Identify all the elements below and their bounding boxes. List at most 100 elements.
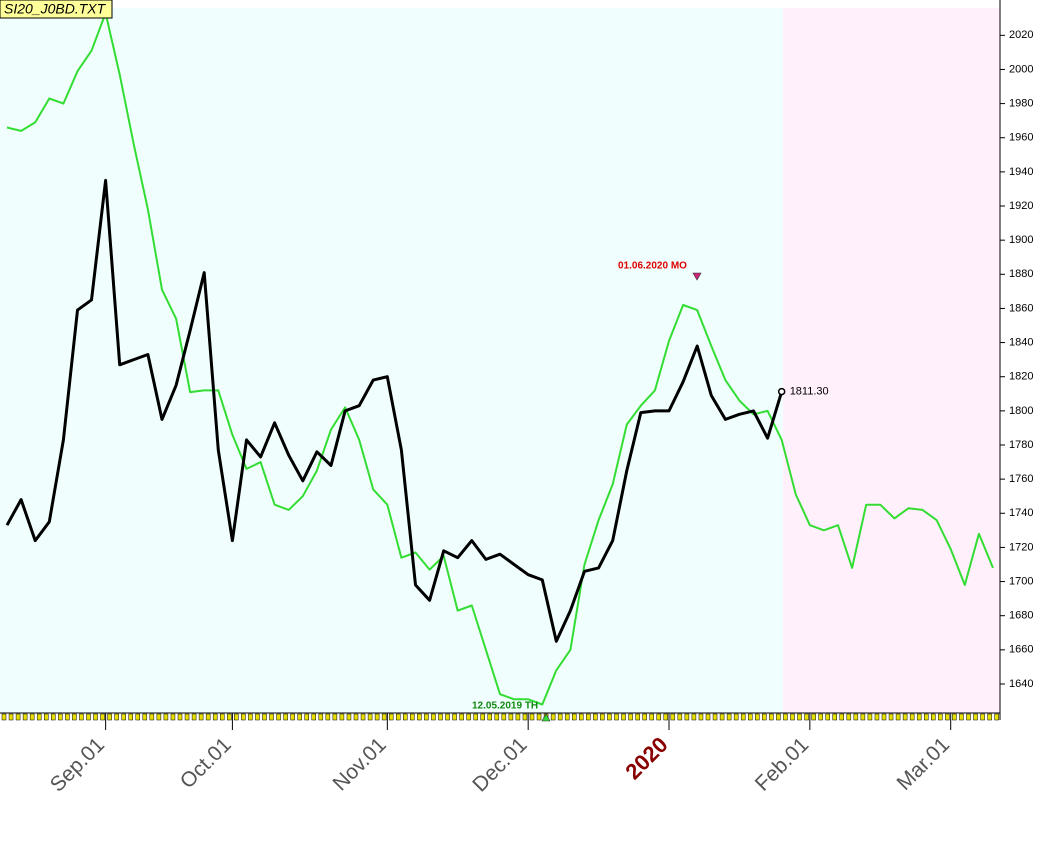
- day-tick: [888, 713, 894, 721]
- day-tick: [431, 713, 436, 721]
- x-tick-label: Oct.01: [176, 733, 236, 793]
- day-tick: [691, 713, 697, 721]
- day-tick: [487, 713, 493, 721]
- day-tick: [712, 713, 718, 721]
- day-tick: [628, 713, 633, 721]
- day-tick: [959, 713, 964, 721]
- day-tick: [234, 713, 239, 721]
- day-tick: [311, 713, 317, 721]
- day-tick: [15, 713, 21, 721]
- day-tick: [22, 713, 28, 721]
- y-tick-label: 1660: [1009, 644, 1033, 656]
- y-tick-label: 1820: [1009, 371, 1033, 383]
- day-tick: [705, 713, 711, 721]
- y-tick-label: 1880: [1009, 268, 1033, 280]
- day-tick: [65, 713, 70, 721]
- day-tick: [501, 713, 507, 721]
- day-tick: [860, 713, 866, 721]
- y-tick-label: 1920: [1009, 200, 1033, 212]
- day-tick: [607, 713, 612, 721]
- day-tick: [593, 713, 598, 721]
- day-tick: [417, 713, 422, 721]
- x-tick-label: 2020: [620, 732, 672, 784]
- day-tick: [403, 713, 408, 721]
- day-tick: [438, 713, 443, 721]
- day-tick: [395, 713, 401, 721]
- title-box: [0, 0, 113, 19]
- day-tick: [614, 713, 619, 721]
- y-tick-label: 1640: [1009, 678, 1033, 690]
- day-tick: [325, 713, 331, 721]
- day-tick: [902, 713, 908, 721]
- y-tick-label: 1840: [1009, 336, 1033, 348]
- x-tick-label: Dec.01: [468, 733, 531, 796]
- day-tick: [874, 713, 880, 721]
- day-tick: [51, 713, 56, 721]
- day-tick: [8, 713, 14, 721]
- day-tick: [923, 713, 929, 721]
- day-tick: [755, 713, 760, 721]
- day-tick: [952, 713, 957, 721]
- day-tick: [219, 713, 225, 721]
- annotation: 01.06.2020 MO: [618, 261, 687, 272]
- day-tick: [916, 713, 922, 721]
- series-line: [6, 12, 994, 706]
- day-tick: [227, 713, 232, 721]
- day-tick: [198, 713, 204, 721]
- day-tick: [846, 713, 852, 721]
- day-tick: [191, 713, 197, 721]
- day-tick: [367, 713, 373, 721]
- day-tick: [445, 713, 450, 721]
- day-tick: [853, 713, 859, 721]
- y-tick-label: 1740: [1009, 507, 1033, 519]
- day-tick: [121, 713, 126, 721]
- day-tick: [205, 713, 211, 721]
- day-tick: [318, 713, 324, 721]
- day-tick: [994, 713, 999, 721]
- last-point: [777, 387, 786, 396]
- y-tick-label: 1780: [1009, 439, 1033, 451]
- chart-title: SI20_J0BD.TXT: [4, 1, 107, 17]
- day-tick: [29, 713, 35, 721]
- day-tick: [276, 713, 281, 721]
- y-tick-label: 1800: [1009, 405, 1033, 417]
- day-tick: [980, 713, 985, 721]
- day-tick: [494, 713, 500, 721]
- day-tick: [564, 713, 570, 721]
- day-tick: [790, 713, 795, 721]
- day-tick: [839, 713, 845, 721]
- y-tick-label: 1860: [1009, 302, 1033, 314]
- future-zone: [783, 8, 1000, 713]
- day-tick: [170, 713, 176, 721]
- day-tick: [381, 713, 387, 721]
- day-tick: [719, 713, 725, 721]
- annotation-arrow: [692, 272, 702, 281]
- day-tick: [374, 713, 380, 721]
- day-tick: [550, 713, 556, 721]
- day-tick: [1, 713, 7, 721]
- day-tick: [353, 713, 359, 721]
- day-tick: [86, 713, 91, 721]
- day-tick: [163, 713, 169, 721]
- day-tick: [571, 713, 577, 721]
- day-tick: [156, 713, 162, 721]
- day-tick: [332, 713, 338, 721]
- day-tick: [360, 713, 366, 721]
- day-tick: [966, 713, 971, 721]
- day-tick: [43, 713, 49, 721]
- x-tick-label: Sep.01: [46, 733, 109, 796]
- day-tick: [177, 713, 183, 721]
- day-tick: [586, 713, 591, 721]
- day-tick: [945, 713, 950, 721]
- x-tick-label: Nov.01: [329, 733, 391, 795]
- day-tick: [58, 713, 63, 721]
- day-tick: [135, 713, 141, 721]
- day-tick: [740, 713, 746, 721]
- day-tick: [283, 713, 288, 721]
- day-tick: [184, 713, 190, 721]
- day-tick: [663, 713, 669, 721]
- day-tick: [600, 713, 605, 721]
- day-tick: [797, 713, 802, 721]
- day-tick: [149, 713, 155, 721]
